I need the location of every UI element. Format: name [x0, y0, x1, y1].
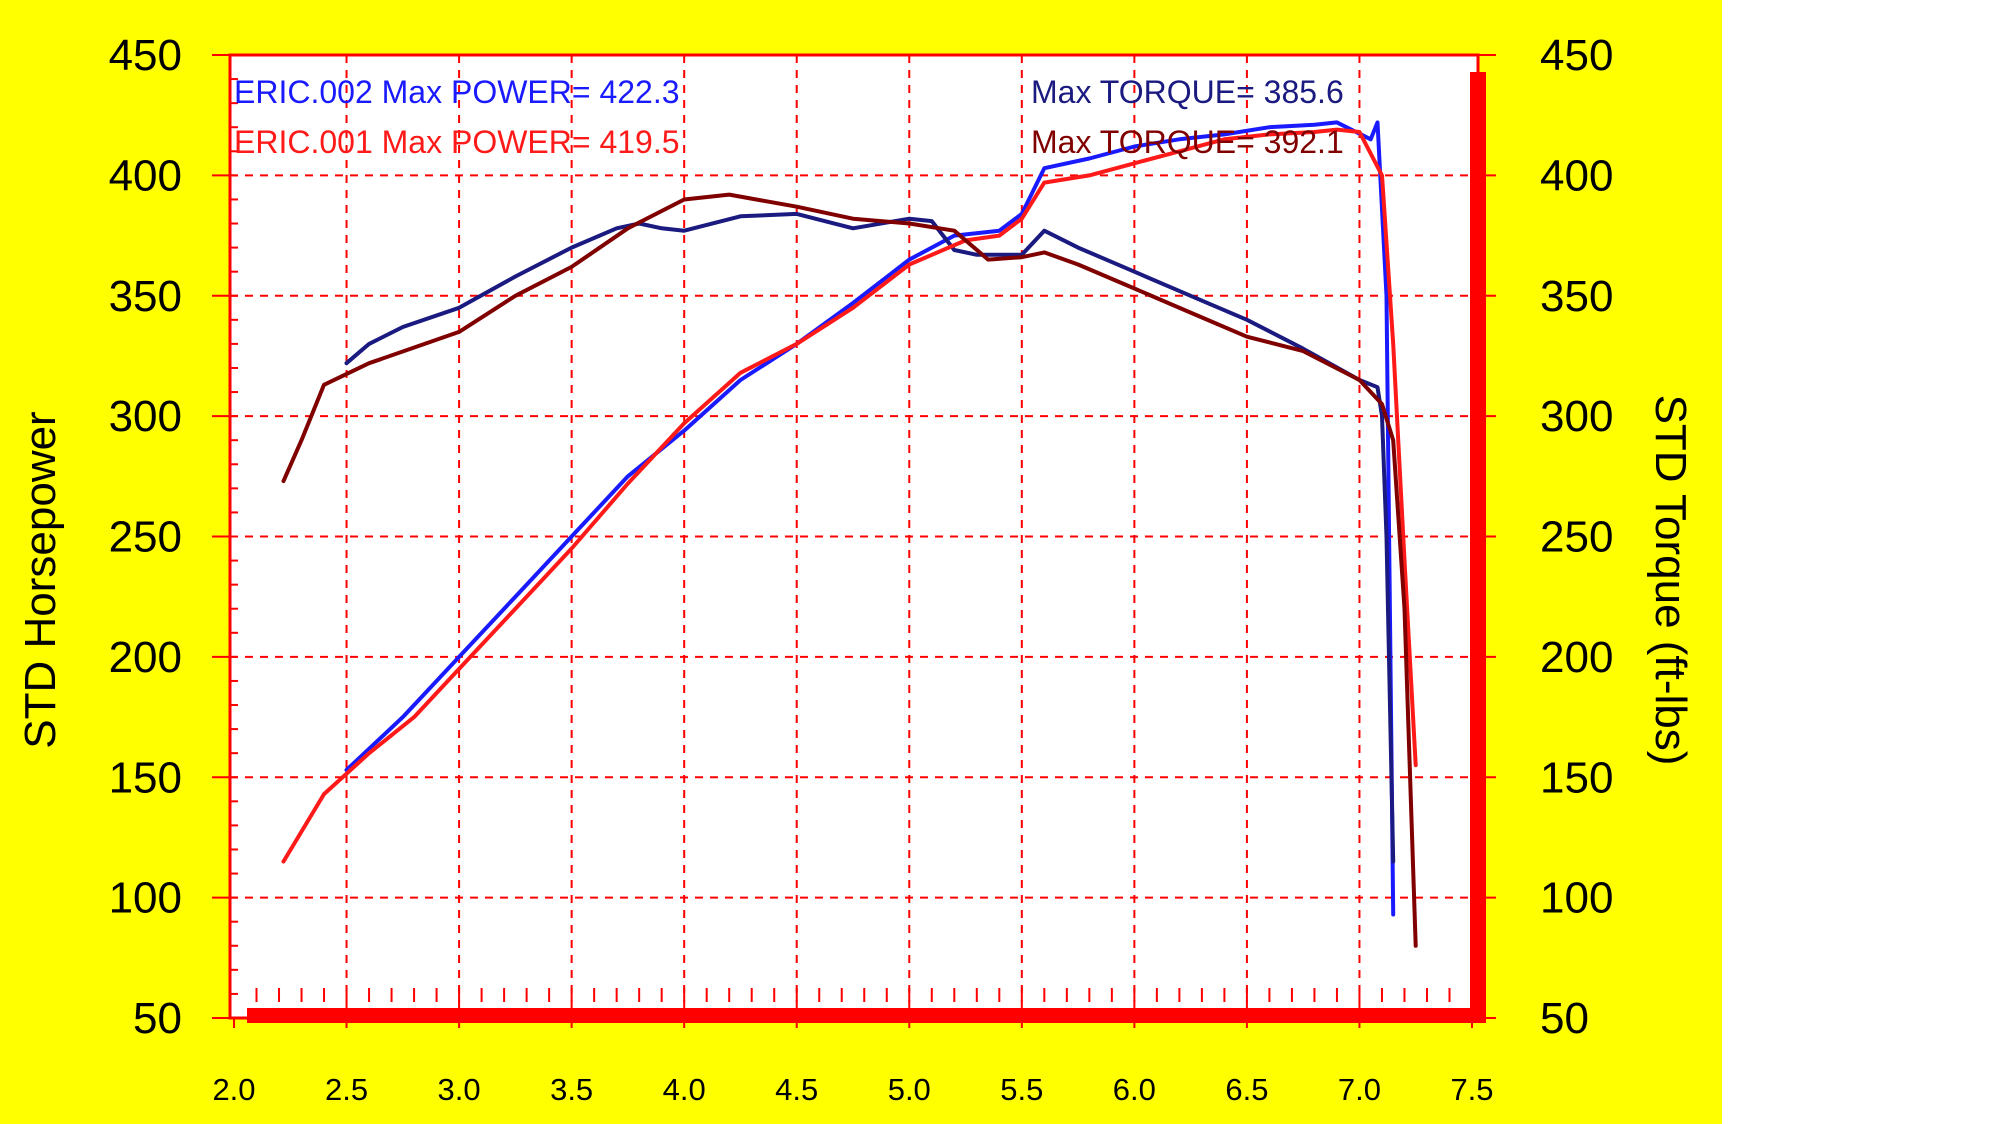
y-tick-label: 100	[109, 874, 182, 923]
y-tick-label: 350	[109, 272, 182, 321]
y-tick-label: 50	[133, 994, 182, 1043]
legend-eric002-torque: Max TORQUE= 385.6	[1031, 74, 1344, 110]
frame-bottom-bar	[247, 1008, 1479, 1023]
x-tick-label: 3.5	[550, 1072, 593, 1107]
x-tick-label: 2.0	[212, 1072, 255, 1107]
x-tick-label: 2.5	[325, 1072, 368, 1107]
y2-tick-label: 200	[1540, 633, 1613, 682]
dyno-chart: 2.0 2.5 3.0 3.5 4.0 4.5 5.0 5.5 6.0 6.5 7.0 7.5 450 4…	[0, 0, 1722, 1124]
x-tick-label: 5.0	[888, 1072, 931, 1107]
series-line-eric-002-power	[344, 120, 1396, 917]
x-tick-label: 6.0	[1113, 1072, 1156, 1107]
x-tick-label: 7.5	[1450, 1072, 1493, 1107]
y-tick-label: 450	[109, 31, 182, 80]
y-tick-label: 250	[109, 513, 182, 562]
frame-layer	[228, 53, 1486, 1023]
frame-right-bar	[1470, 72, 1486, 1023]
chart-canvas: 2.0 2.5 3.0 3.5 4.0 4.5 5.0 5.5 6.0 6.5 7.0 7.5 450 4…	[16, 31, 1695, 1107]
y-axis-title: STD Horsepower	[16, 411, 65, 748]
x-tick-label: 5.5	[1000, 1072, 1043, 1107]
x-tick-label: 4.5	[775, 1072, 818, 1107]
y2-tick-label: 50	[1540, 994, 1589, 1043]
series-line-eric-001-torque	[281, 192, 1418, 948]
y-tick-label: 200	[109, 633, 182, 682]
y-tick-label: 300	[109, 392, 182, 441]
legend-eric002-power: ERIC.002 Max POWER= 422.3	[234, 74, 680, 110]
y2-tick-label: 150	[1540, 753, 1613, 802]
x-tick-label: 4.0	[663, 1072, 706, 1107]
x-tick-label: 7.0	[1338, 1072, 1381, 1107]
y2-tick-label: 450	[1540, 31, 1613, 80]
y2-tick-label: 350	[1540, 272, 1613, 321]
x-tick-label: 6.5	[1225, 1072, 1268, 1107]
x-tick-label: 3.0	[438, 1072, 481, 1107]
legend-eric001-power: ERIC.001 Max POWER= 419.5	[234, 124, 680, 160]
y-tick-label: 400	[109, 151, 182, 200]
y2-tick-label: 250	[1540, 513, 1613, 562]
y2-tick-label: 300	[1540, 392, 1613, 441]
legend-eric001-torque: Max TORQUE= 392.1	[1031, 124, 1344, 160]
y2-tick-label: 400	[1540, 151, 1613, 200]
y2-tick-label: 100	[1540, 874, 1613, 923]
series-layer	[281, 120, 1418, 948]
series-line-eric-001-power	[281, 127, 1418, 864]
y2-axis-title: STD Torque (ft-lbs)	[1646, 395, 1695, 766]
y-tick-label: 150	[109, 753, 182, 802]
